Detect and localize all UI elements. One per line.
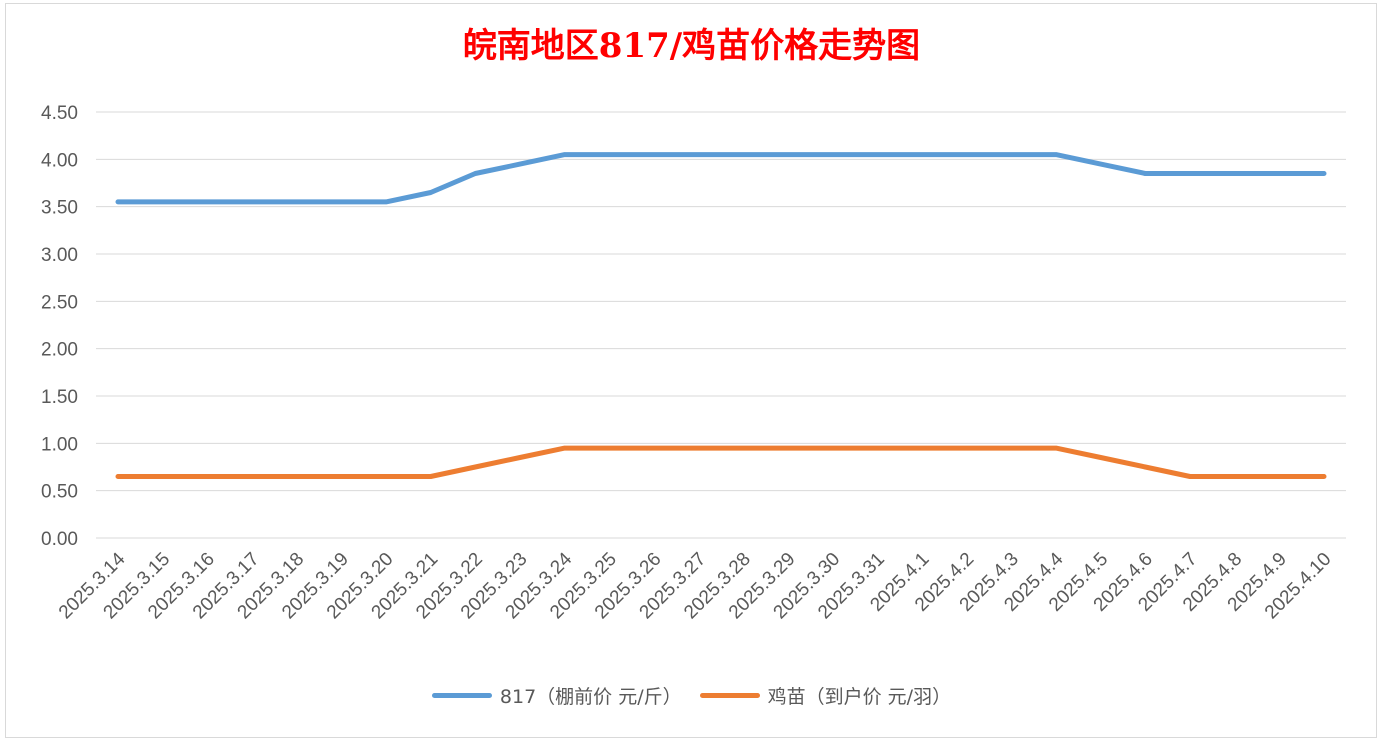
- legend-label-817: 817（棚前价 元/斤）: [499, 686, 682, 708]
- y-tick-label: 3.00: [41, 245, 78, 266]
- y-tick-label: 3.50: [41, 198, 78, 219]
- y-tick-label: 2.00: [41, 340, 78, 361]
- legend: 817（棚前价 元/斤） 鸡苗（到户价 元/羽）: [0, 682, 1383, 709]
- legend-swatch-chick: [699, 693, 760, 698]
- y-tick-label: 1.50: [41, 387, 78, 408]
- chart-title: 皖南地区817/鸡苗价格走势图: [462, 26, 921, 66]
- gridlines: [96, 111, 1346, 539]
- y-tick-label: 0.00: [41, 529, 78, 550]
- y-axis-ticks: 0.00 0.50 1.00 1.50 2.00 2.50 3.00 3.50 4.00 4.50: [41, 103, 78, 550]
- legend-swatch-817: [431, 693, 492, 698]
- y-tick-label: 1.00: [41, 434, 78, 455]
- series-line-0: [115, 152, 1327, 205]
- x-axis-ticks: 2025.3.142025.3.152025.3.162025.3.172025…: [55, 548, 1336, 623]
- y-tick-label: 4.00: [41, 150, 78, 171]
- legend-item-817: 817（棚前价 元/斤）: [431, 682, 682, 709]
- legend-label-chick: 鸡苗（到户价 元/羽）: [767, 686, 952, 708]
- y-tick-label: 4.50: [41, 103, 78, 124]
- legend-item-chick: 鸡苗（到户价 元/羽）: [699, 682, 952, 709]
- series-lines: [115, 152, 1327, 479]
- series-line-1: [115, 445, 1327, 479]
- y-tick-label: 0.50: [41, 482, 78, 503]
- y-tick-label: 2.50: [41, 292, 78, 313]
- chart-frame: [5, 3, 1377, 738]
